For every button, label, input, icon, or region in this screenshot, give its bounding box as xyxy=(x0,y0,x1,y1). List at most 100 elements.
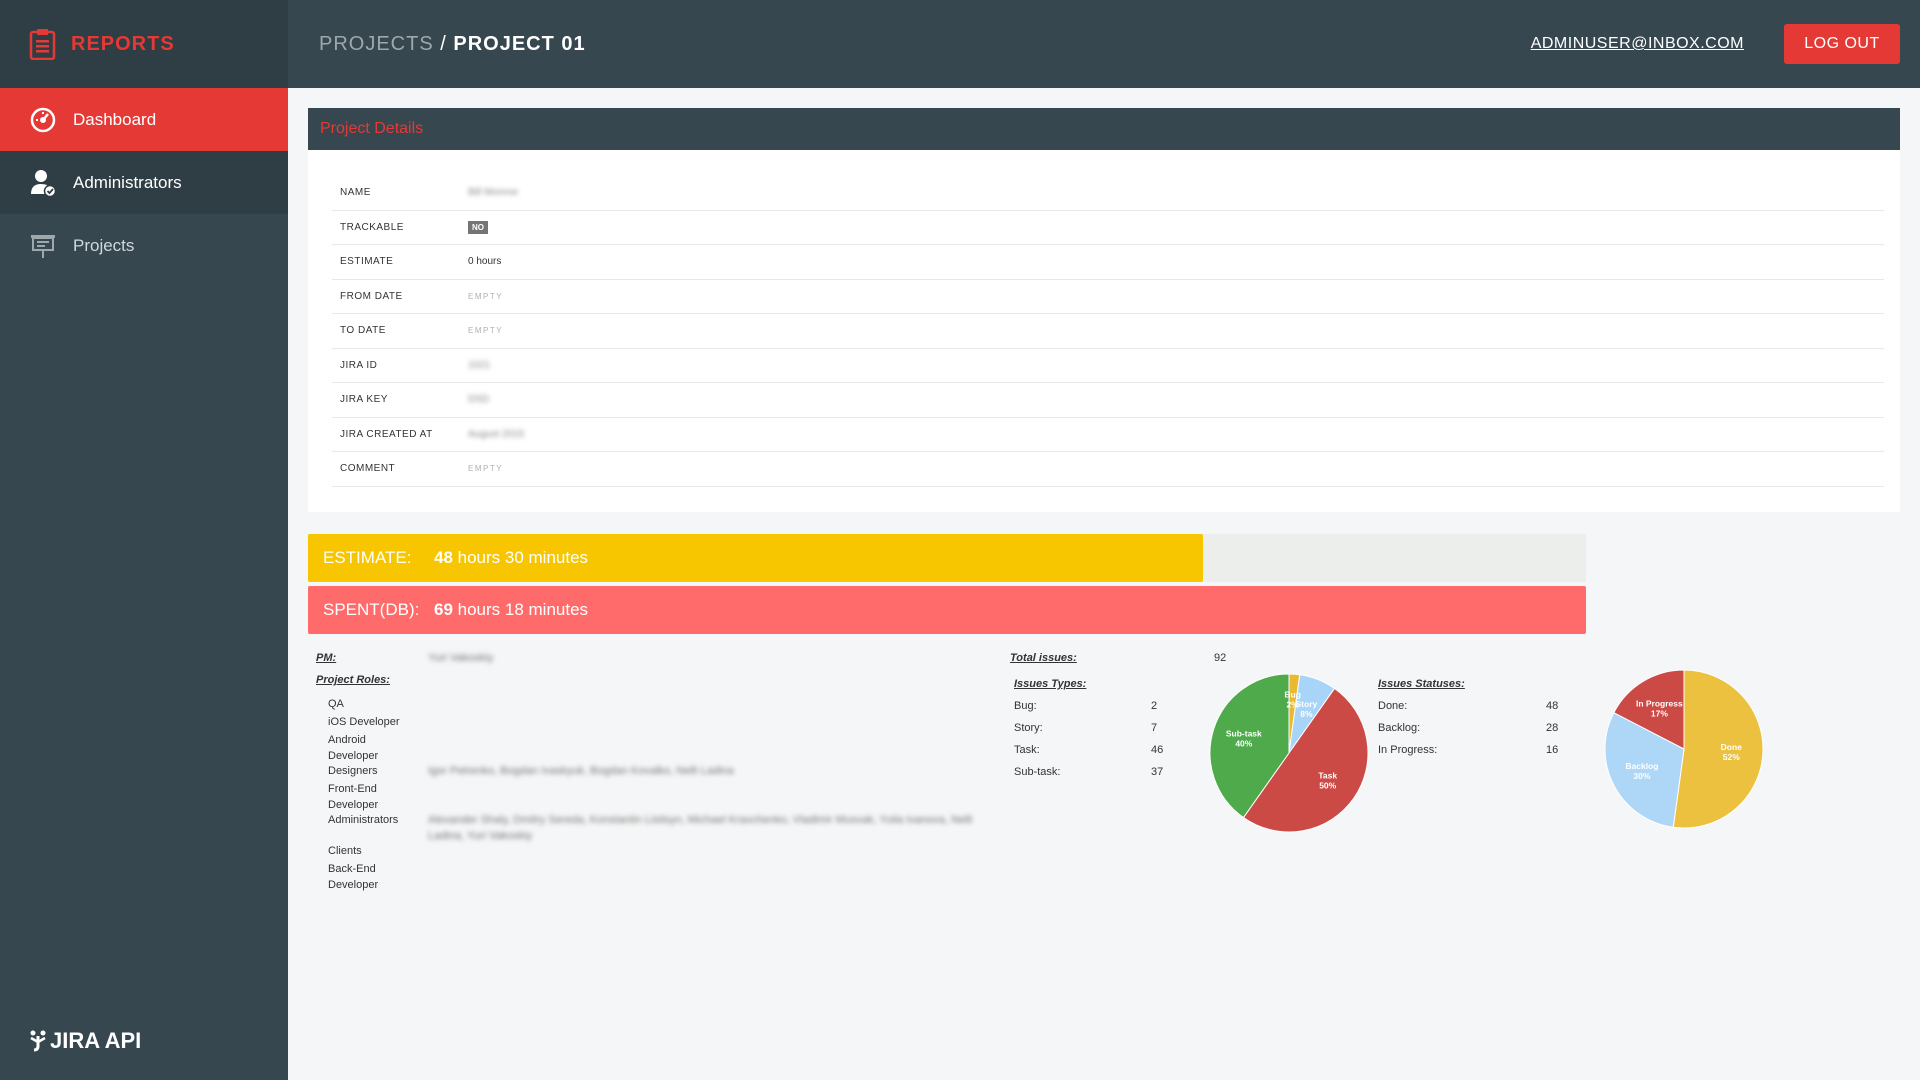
sidebar-item-administrators[interactable]: Administrators xyxy=(0,151,288,214)
pie-slice-task[interactable] xyxy=(1242,687,1369,833)
details-row-value: NO xyxy=(468,220,488,234)
issue-statuses-pie-chart: Done 52% Backlog 30% In Progress 17% xyxy=(1604,669,1764,829)
estimate-rest: hours 30 minutes xyxy=(452,548,589,567)
pie-label: Story 8% xyxy=(1296,699,1318,719)
details-row-label: JIRA KEY xyxy=(340,394,388,406)
role-name: Front-End Developer xyxy=(328,783,379,811)
details-row: FROM DATE EMPTY xyxy=(332,280,1884,314)
details-row: COMMENT EMPTY xyxy=(332,452,1884,487)
details-row: ESTIMATE 0 hours xyxy=(332,245,1884,280)
pie-slice-done[interactable] xyxy=(1672,669,1764,829)
spent-hours: 69 xyxy=(434,600,453,619)
brand-title: REPORTS xyxy=(71,32,175,55)
details-row-value: EMPTY xyxy=(468,291,504,301)
details-row: JIRA KEY DSD xyxy=(332,383,1884,418)
estimate-bar-fill: ESTIMATE: 48 hours 30 minutes xyxy=(308,534,1203,582)
issue-status-count: 16 xyxy=(1546,744,1559,756)
issue-status-name: Backlog: xyxy=(1378,722,1421,734)
details-row: TRACKABLE NO xyxy=(332,211,1884,245)
jira-logo-icon xyxy=(30,1030,46,1052)
details-row-value: 1021 xyxy=(468,359,491,371)
sidebar-item-projects[interactable]: Projects xyxy=(0,214,288,277)
breadcrumb-current: PROJECT 01 xyxy=(453,32,586,55)
brand[interactable]: REPORTS xyxy=(0,0,288,88)
clipboard-icon xyxy=(29,29,56,60)
sidebar-item-label: Dashboard xyxy=(73,109,157,129)
role-name: Clients xyxy=(328,845,362,857)
breadcrumb: PROJECTS / PROJECT 01 xyxy=(319,33,586,56)
issue-type-count: 2 xyxy=(1151,700,1158,712)
details-row-label: COMMENT xyxy=(340,463,396,475)
top-bar: PROJECTS / PROJECT 01 ADMINUSER@INBOX.CO… xyxy=(288,0,1920,88)
issue-status-name: In Progress: xyxy=(1378,744,1438,756)
details-row-value: DSD xyxy=(468,394,490,406)
details-row-value: 0 hours xyxy=(468,256,502,268)
pie-slice-backlog[interactable] xyxy=(1604,711,1685,828)
issue-type-name: Bug: xyxy=(1014,700,1037,712)
issue-type-count: 7 xyxy=(1151,722,1158,734)
spent-label: SPENT(DB): xyxy=(323,600,420,619)
spent-rest: hours 18 minutes xyxy=(452,600,589,619)
role-name: Android Developer xyxy=(328,734,379,762)
details-row-value: August 2015 xyxy=(468,428,525,440)
admin-user-icon xyxy=(29,169,57,197)
role-name: QA xyxy=(328,698,344,710)
details-row: JIRA CREATED AT August 2015 xyxy=(332,418,1884,452)
estimate-label: ESTIMATE: xyxy=(323,548,412,567)
issue-type-row: Bug: 2 xyxy=(1014,700,1164,712)
details-row-label: JIRA CREATED AT xyxy=(340,428,433,440)
issue-type-name: Story: xyxy=(1014,722,1043,734)
sidebar-item-dashboard[interactable]: Dashboard xyxy=(0,88,288,151)
role-members: Alexander Shaly, Dmitry Sereda, Konstant… xyxy=(428,814,973,842)
estimate-hours: 48 xyxy=(434,548,453,567)
breadcrumb-separator: / xyxy=(433,32,454,55)
issue-status-row: Done: 48 xyxy=(1378,700,1558,712)
projects-board-icon xyxy=(29,232,57,260)
footer-logo-text: JIRA API xyxy=(50,1028,142,1053)
estimate-bar: ESTIMATE: 48 hours 30 minutes xyxy=(308,534,1586,582)
jira-api-logo: JIRA API xyxy=(29,1028,141,1054)
details-row-label: TRACKABLE xyxy=(340,221,404,233)
issue-status-count: 48 xyxy=(1546,700,1559,712)
details-row-value: Bill Monroe xyxy=(468,187,519,199)
dashboard-icon xyxy=(29,106,57,134)
pm-value: Yuri Vakoskiy xyxy=(428,652,494,664)
sidebar-item-label: Administrators xyxy=(73,172,182,192)
project-details-panel: Project Details NAME Bill Monroe TRACKABLE… xyxy=(308,108,1900,512)
sidebar-item-label: Projects xyxy=(73,235,135,255)
panel-header: Project Details xyxy=(308,108,1900,150)
sidebar: REPORTS Dashboard Administrators xyxy=(0,0,288,1080)
issue-status-row: Backlog: 28 xyxy=(1378,722,1558,734)
issue-statuses-label: Issues Statuses: xyxy=(1378,678,1465,690)
user-email-link[interactable]: ADMINUSER@INBOX.COM xyxy=(1530,35,1744,52)
issue-type-count: 46 xyxy=(1151,744,1164,756)
pm-label: PM: xyxy=(316,652,337,664)
details-row-label: NAME xyxy=(340,187,371,199)
details-row-label: JIRA ID xyxy=(340,359,378,371)
logout-button[interactable]: LOG OUT xyxy=(1784,24,1900,64)
total-issues-value: 92 xyxy=(1214,652,1227,664)
role-name: iOS Developer xyxy=(328,716,400,728)
role-name: Administrators xyxy=(328,814,399,826)
spent-bar-fill: SPENT(DB): 69 hours 18 minutes xyxy=(308,586,1586,634)
breadcrumb-projects-link[interactable]: PROJECTS xyxy=(319,32,434,55)
issue-types-pie-chart: Bug 2%Story 8% Task 50% Sub-task 40% xyxy=(1209,673,1369,833)
details-row: NAME Bill Monroe xyxy=(332,176,1884,211)
pie-label: Sub-task 40% xyxy=(1226,729,1262,749)
pie-slice-in-progress[interactable] xyxy=(1613,669,1685,750)
pie-slice-sub-task[interactable] xyxy=(1209,673,1290,819)
issue-status-count: 28 xyxy=(1546,722,1559,734)
pie-label: Done 52% xyxy=(1721,742,1743,762)
issue-type-count: 37 xyxy=(1151,766,1164,778)
details-row-label: TO DATE xyxy=(340,325,386,337)
details-row: JIRA ID 1021 xyxy=(332,349,1884,383)
issue-status-name: Done: xyxy=(1378,700,1408,712)
role-name: Back-End Developer xyxy=(328,863,379,891)
issue-type-row: Sub-task: 37 xyxy=(1014,766,1164,778)
details-table: NAME Bill Monroe TRACKABLE NO ESTIMATE 0 hour… xyxy=(332,176,1884,487)
issue-type-name: Sub-task: xyxy=(1014,766,1061,778)
details-row-value: EMPTY xyxy=(468,464,504,474)
details-row: TO DATE EMPTY xyxy=(332,314,1884,349)
details-row-label: FROM DATE xyxy=(340,290,403,302)
issue-type-row: Story: 7 xyxy=(1014,722,1164,734)
